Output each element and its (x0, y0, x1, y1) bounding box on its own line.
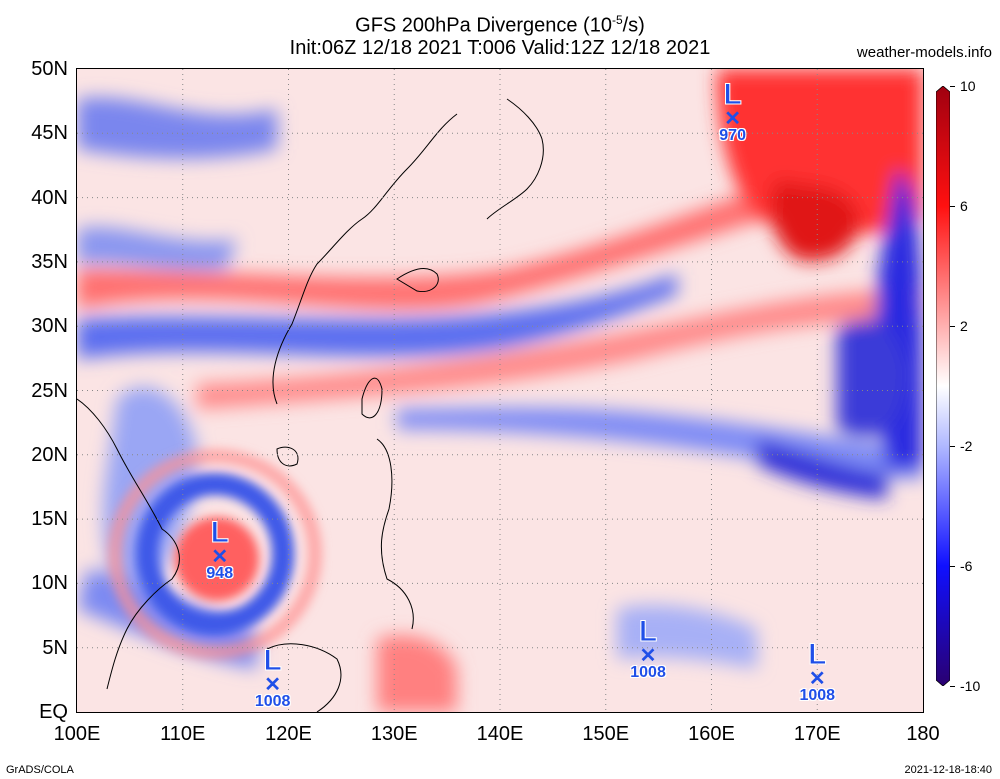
colorbar-tick (950, 326, 955, 327)
cyclone-signature (108, 449, 322, 659)
title-exponent: -5 (611, 13, 623, 27)
colorbar-tick-label: -6 (960, 558, 973, 574)
colorbar-tick (950, 566, 955, 567)
lon-tick-label: 170E (793, 723, 841, 745)
lat-tick-label: 5N (42, 636, 68, 659)
low-center-x-icon: ✕ (724, 108, 742, 131)
brand-label: weather-models.info (856, 44, 992, 61)
lat-tick-label: 15N (31, 508, 68, 531)
chart-subtitle: Init:06Z 12/18 2021 T:006 Valid:12Z 12/1… (289, 37, 711, 59)
divergence-field (77, 69, 923, 712)
lat-tick-label: 10N (31, 572, 68, 595)
colorbar-tick (950, 206, 955, 207)
colorbar-tick (950, 446, 955, 447)
divergence-map (77, 69, 923, 712)
title-prefix: GFS 200hPa Divergence (10 (355, 14, 612, 37)
lon-tick-label: 110E (160, 723, 206, 745)
lon-tick-label: 140E (476, 723, 524, 745)
low-letter: L (263, 644, 282, 678)
low-pressure-center: L ✕ 1008 (782, 637, 852, 704)
low-letter: L (808, 637, 827, 671)
colorbar-tick-label: 2 (960, 318, 968, 334)
colorbar-tick-label: -2 (960, 438, 973, 454)
low-pressure-value: 1008 (254, 693, 291, 711)
footer-timestamp: 2021-12-18-18:40 (904, 764, 992, 776)
lat-tick-label: EQ (39, 701, 68, 723)
chart-title: GFS 200hPa Divergence (10-5/s) (0, 8, 1000, 38)
low-letter: L (723, 78, 742, 112)
lat-lon-grid (77, 69, 923, 712)
lat-tick-label: 45N (31, 122, 68, 145)
colorbar-gradient (935, 85, 951, 687)
lon-tick-label: 100E (53, 723, 101, 745)
colorbar-tick-label: 6 (960, 198, 968, 214)
footer-credit: GrADS/COLA (6, 764, 74, 776)
low-pressure-center: L ✕ 948 (185, 515, 255, 582)
colorbar (935, 85, 951, 687)
lon-tick-label: 130E (370, 723, 418, 745)
lat-tick-label: 50N (31, 58, 68, 80)
lat-tick-label: 35N (31, 250, 68, 273)
low-pressure-value: 970 (719, 127, 746, 145)
low-letter: L (210, 515, 229, 549)
map-plot-area (76, 68, 924, 713)
low-letter: L (638, 614, 658, 648)
lon-tick-label: 160E (688, 723, 735, 745)
low-center-x-icon: ✕ (808, 667, 826, 690)
lat-tick-label: 40N (31, 186, 68, 209)
low-center-x-icon: ✕ (211, 545, 229, 568)
coastlines (77, 98, 544, 712)
low-pressure-center: L ✕ 1008 (613, 614, 683, 681)
lat-tick-label: 25N (31, 379, 68, 402)
lon-tick-label: 180 (906, 723, 940, 745)
lat-tick-label: 20N (31, 443, 68, 466)
low-center-x-icon: ✕ (264, 674, 281, 697)
low-pressure-center: L ✕ 1008 (238, 644, 308, 711)
colorbar-tick-label: 10 (960, 78, 976, 94)
lat-tick-label: 30N (31, 315, 68, 338)
low-pressure-value: 1008 (799, 686, 836, 704)
colorbar-tick-label: -10 (960, 678, 981, 694)
low-pressure-value: 948 (206, 564, 234, 582)
low-center-x-icon: ✕ (639, 644, 657, 667)
colorbar-tick (950, 86, 955, 87)
title-suffix: /s) (622, 14, 645, 37)
low-pressure-value: 1008 (630, 663, 666, 681)
colorbar-tick (950, 686, 955, 687)
lon-tick-label: 120E (265, 723, 312, 745)
low-pressure-center: L ✕ 970 (698, 78, 768, 145)
lon-tick-label: 150E (582, 723, 630, 745)
